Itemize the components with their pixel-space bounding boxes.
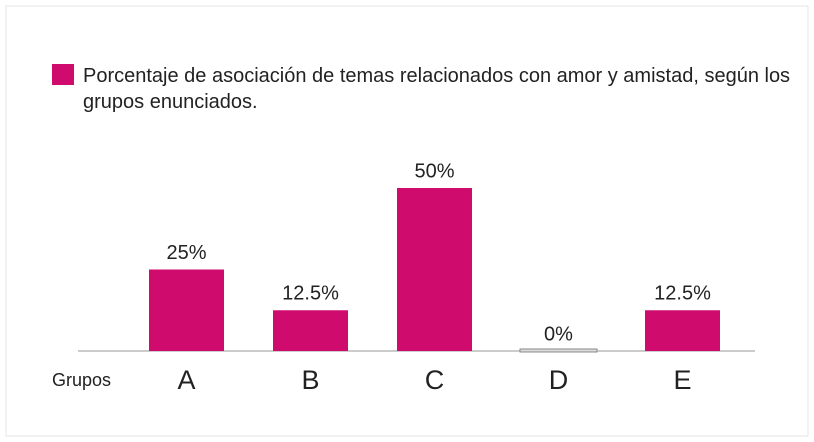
bar — [519, 348, 598, 353]
value-label: 12.5% — [654, 283, 711, 305]
value-label: 50% — [414, 160, 454, 182]
x-axis-label: Grupos — [52, 370, 111, 390]
x-tick-label: A — [177, 365, 195, 395]
bar — [397, 188, 472, 351]
value-label: 0% — [544, 323, 573, 345]
x-tick-label: E — [673, 365, 691, 395]
legend-swatch — [52, 64, 74, 85]
frame — [5, 5, 809, 437]
bar — [149, 269, 224, 351]
bar — [645, 310, 720, 351]
value-label: 12.5% — [282, 283, 339, 305]
x-tick-label: C — [425, 365, 445, 395]
x-tick-label: D — [549, 365, 569, 395]
value-label: 25% — [166, 242, 206, 264]
bar — [273, 310, 348, 351]
legend-label: Porcentaje de asociación de temas relaci… — [83, 65, 791, 113]
x-tick-label: B — [301, 365, 319, 395]
